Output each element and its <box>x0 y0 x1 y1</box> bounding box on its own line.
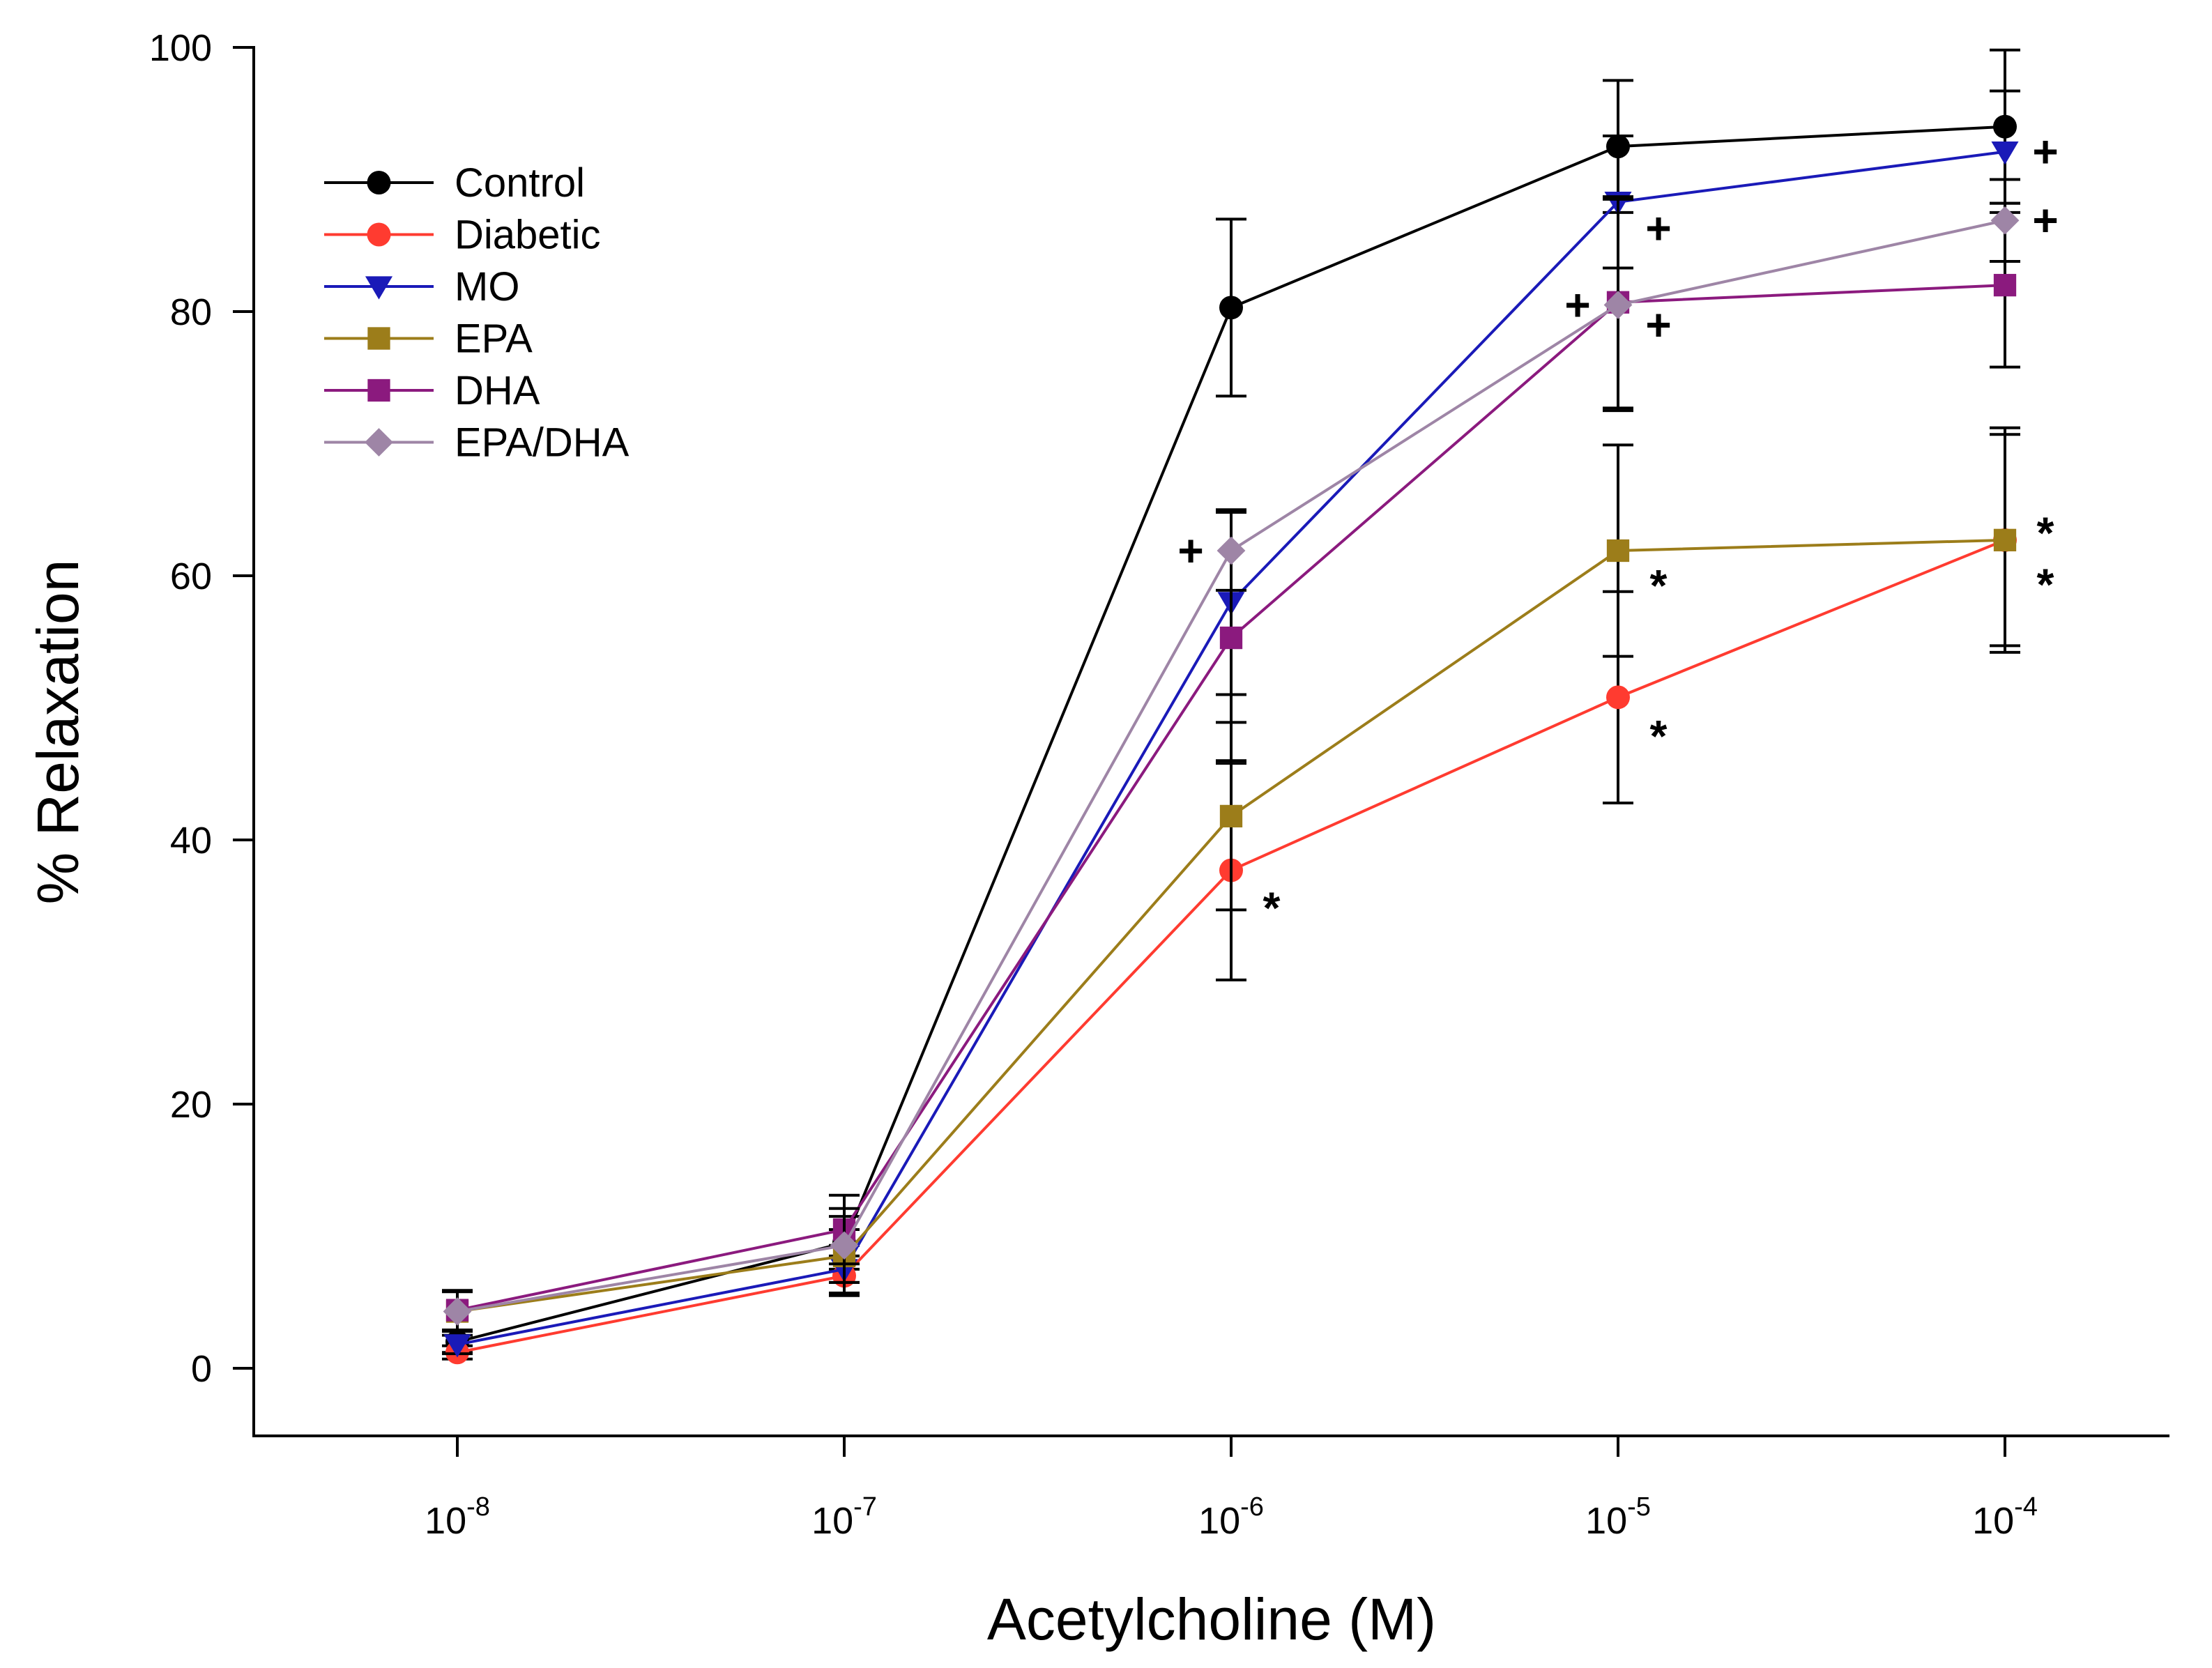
data-point <box>1993 528 2017 551</box>
significance-plus: + <box>1645 204 1671 254</box>
x-tick-label: 10-5 <box>1585 1492 1651 1542</box>
data-point <box>1219 804 1243 828</box>
significance-plus: + <box>1177 526 1203 576</box>
significance-asterisk: * <box>2037 507 2054 558</box>
significance-plus: + <box>1645 300 1671 350</box>
x-tick-label: 10-8 <box>425 1492 490 1542</box>
legend-label: EPA/DHA <box>455 420 630 466</box>
x-axis-title: Acetylcholine (M) <box>987 1586 1436 1652</box>
y-tick-label: 0 <box>191 1348 212 1390</box>
y-tick-label: 100 <box>149 27 212 69</box>
x-tick-label: 10-6 <box>1198 1492 1264 1542</box>
y-tick-label: 40 <box>170 820 212 862</box>
legend-marker <box>367 327 390 350</box>
data-point <box>1219 296 1243 320</box>
significance-asterisk: * <box>1650 711 1668 761</box>
data-point <box>1606 685 1630 710</box>
data-point <box>1993 273 2017 297</box>
y-tick-label: 80 <box>170 291 212 333</box>
legend-label: Diabetic <box>455 213 601 258</box>
legend-label: EPA <box>455 316 533 362</box>
legend-marker <box>367 171 391 194</box>
y-axis-title: % Relaxation <box>25 560 91 905</box>
series-layer <box>442 48 2020 1365</box>
y-tick-label: 60 <box>170 556 212 597</box>
legend-entry-diabetic: Diabetic <box>324 213 601 258</box>
legend-marker <box>367 378 390 402</box>
x-tick-label: 10-4 <box>1972 1492 2038 1542</box>
axes: 0 20 40 60 80 100 10-8 10-7 10-6 10-5 10-4 <box>149 27 2169 1542</box>
data-point <box>1606 539 1630 563</box>
data-point <box>1603 291 1633 319</box>
legend-marker <box>367 222 391 247</box>
data-point <box>1219 626 1243 650</box>
x-tick-label: 10-7 <box>811 1492 877 1542</box>
legend-marker <box>365 276 393 300</box>
data-point <box>443 1334 471 1358</box>
series-epa-dha <box>442 178 2020 1333</box>
data-point <box>1216 536 1246 565</box>
legend-label: Control <box>455 160 585 206</box>
significance-plus: + <box>1564 280 1590 330</box>
legend-entry-dha: DHA <box>324 368 540 413</box>
significance-plus: + <box>2032 127 2058 177</box>
legend-marker <box>365 428 393 457</box>
legend-entry-mo: MO <box>324 264 519 309</box>
legend-entry-epa-dha: EPA/DHA <box>324 420 630 466</box>
legend-entry-control: Control <box>324 160 585 206</box>
significance-asterisk: * <box>1263 883 1281 933</box>
annotations: ++ ++ ++ ***** <box>1177 127 2058 933</box>
data-point <box>1991 141 2019 165</box>
legend-entry-epa: EPA <box>324 316 533 362</box>
legend-label: MO <box>455 264 519 309</box>
data-point <box>1990 206 2020 235</box>
significance-asterisk: * <box>1650 560 1668 611</box>
legend-label: DHA <box>455 368 540 413</box>
data-point <box>443 1297 472 1326</box>
legend: Control Diabetic MO EPA DHA EPA/DHA <box>324 160 630 466</box>
significance-plus: + <box>2032 195 2058 245</box>
data-point <box>830 1231 859 1260</box>
y-tick-label: 20 <box>170 1084 212 1126</box>
significance-asterisk: * <box>2037 559 2054 609</box>
